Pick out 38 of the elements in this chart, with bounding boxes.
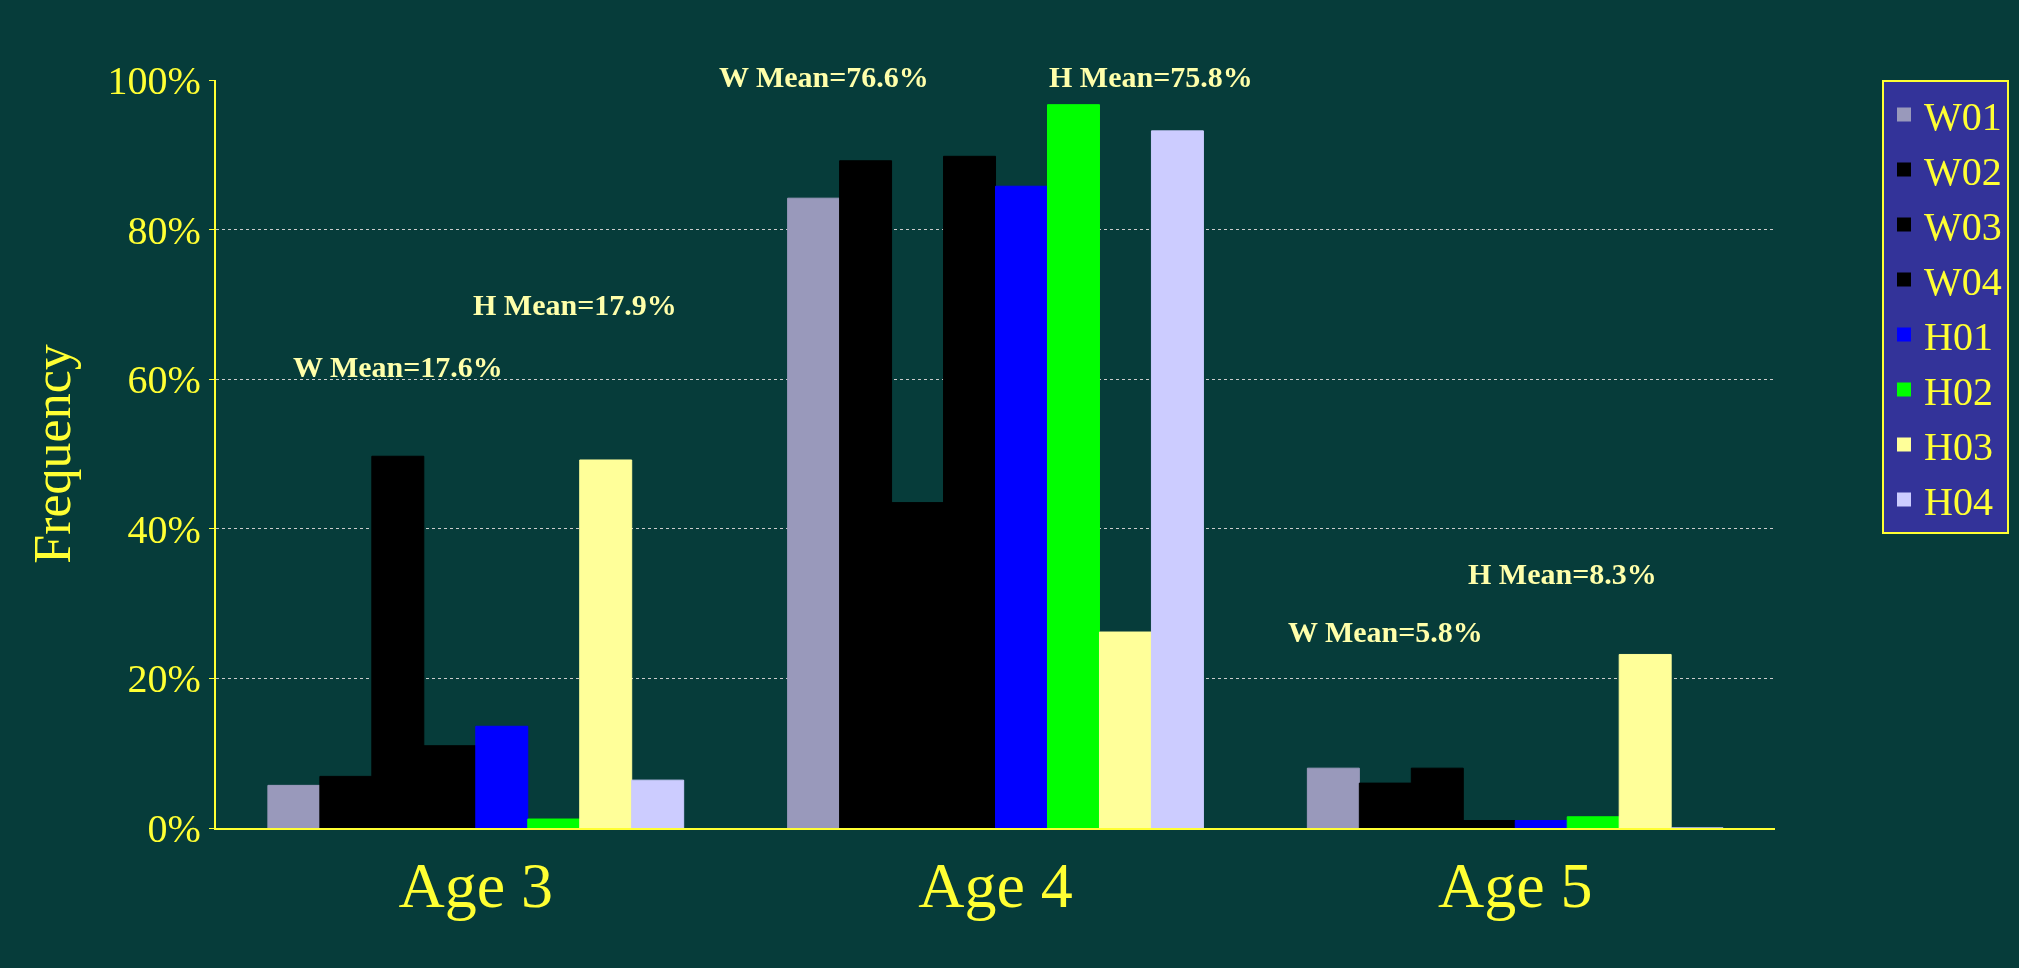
bar (787, 197, 841, 828)
annotation: H Mean=8.3% (1468, 557, 1657, 590)
y-tick-label: 20% (127, 656, 201, 702)
y-tick-label: 40% (127, 506, 201, 552)
bar (1046, 104, 1100, 828)
y-tick-label: 0% (147, 806, 201, 851)
bar (267, 784, 321, 828)
bar (475, 725, 529, 828)
annotation: H Mean=75.8% (1049, 60, 1253, 93)
bar (995, 185, 1048, 828)
annotation: H Mean=17.9% (473, 288, 677, 321)
legend-label: W02 (1924, 149, 2002, 195)
bar (1618, 653, 1672, 828)
annotation: W Mean=17.6% (293, 350, 503, 383)
annotation: W Mean=5.8% (1288, 615, 1483, 648)
x-tick-label: Age 3 (398, 849, 554, 921)
legend-label: W01 (1924, 94, 2002, 140)
y-tick-label: 60% (127, 357, 201, 403)
y-tick-label: 100% (107, 58, 201, 103)
legend-label: W04 (1924, 259, 2002, 305)
bar (1150, 130, 1204, 828)
y-axis-title: Frequency (24, 344, 82, 564)
x-tick-label: Age 4 (918, 849, 1073, 921)
bar (579, 459, 633, 828)
bar (1306, 767, 1360, 828)
annotation: W Mean=76.6% (719, 60, 929, 93)
legend-label: H02 (1924, 369, 1993, 415)
bar (1098, 631, 1152, 828)
y-tick-label: 80% (127, 207, 201, 253)
bar (631, 779, 685, 828)
legend-label: H01 (1924, 314, 1993, 360)
legend-label: H04 (1924, 479, 1993, 525)
legend-label: W03 (1924, 204, 2002, 250)
bar (1566, 816, 1620, 828)
x-tick-label: Age 5 (1437, 849, 1593, 921)
bar (527, 818, 581, 828)
bar (1514, 820, 1568, 828)
legend-label: H03 (1924, 424, 1993, 470)
